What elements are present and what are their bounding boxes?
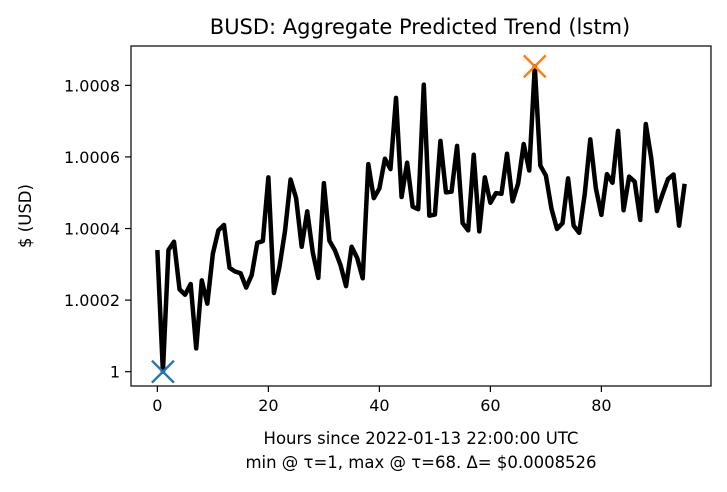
x-tick-label: 40 (369, 396, 389, 415)
x-tick-label: 80 (591, 396, 611, 415)
y-tick-label: 1.0006 (64, 148, 120, 167)
series-line-0 (155, 64, 687, 374)
plot-area (151, 54, 687, 384)
x-tick-label: 20 (258, 396, 278, 415)
y-tick-label: 1 (110, 363, 120, 382)
x-axis-label-line-2: min @ τ=1, max @ τ=68. Δ= $0.0008526 (245, 453, 596, 472)
x-tick-label: 60 (480, 396, 500, 415)
x-tick-label: 0 (152, 396, 162, 415)
min-marker (151, 359, 175, 384)
chart-title: BUSD: Aggregate Predicted Trend (lstm) (210, 15, 630, 39)
y-tick-label: 1.0002 (64, 291, 120, 310)
x-axis-label: Hours since 2022-01-13 22:00:00 UTC (264, 429, 579, 448)
axes-frame (130, 45, 712, 387)
axis-ticks: 0 20 40 60 80 1 1.0002 1.0004 1.0006 1.0008 (64, 76, 612, 415)
y-axis-label: $ (USD) (16, 184, 35, 248)
y-tick-label: 1.0004 (64, 220, 120, 239)
max-marker (522, 54, 547, 79)
y-tick-label: 1.0008 (64, 76, 120, 95)
